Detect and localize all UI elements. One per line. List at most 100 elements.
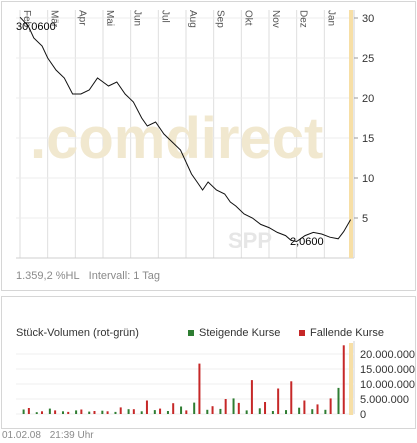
- volume-bar-up: [271, 411, 274, 414]
- volume-bar-up: [140, 411, 143, 414]
- volume-bar-down: [290, 381, 293, 414]
- volume-y-tick-label: 15.000.000: [360, 364, 415, 376]
- volume-bar-up: [193, 402, 196, 414]
- volume-bar-up: [61, 411, 64, 414]
- volume-y-tick-label: 0: [360, 409, 366, 421]
- low-annotation: 2,0600: [290, 236, 324, 248]
- month-label: Mai: [104, 10, 115, 26]
- volume-bar-down: [316, 404, 319, 414]
- volume-bar-up: [180, 406, 183, 414]
- volume-bar-up: [298, 407, 301, 414]
- legend-up: Steigende Kurse: [188, 327, 280, 339]
- current-range-highlight: [349, 10, 353, 258]
- month-label: Jan: [325, 10, 336, 26]
- volume-bar-down: [27, 408, 30, 414]
- month-label: Dez: [298, 10, 309, 28]
- volume-bar-down: [54, 410, 57, 414]
- chart-info: 1.359,2 %HL Intervall: 1 Tag: [16, 270, 166, 282]
- footer-date: 01.02.08: [2, 430, 41, 441]
- volume-bar-up: [48, 408, 51, 414]
- month-label: Nov: [270, 10, 281, 28]
- volume-bar-down: [80, 409, 83, 414]
- high-annotation: 30,0600: [16, 21, 56, 33]
- month-label: Jun: [132, 10, 143, 26]
- month-label: Aug: [187, 10, 198, 28]
- volume-bar-down: [119, 407, 122, 414]
- legend-down-label: Fallende Kurse: [310, 327, 384, 339]
- volume-bar-up: [324, 409, 327, 414]
- legend-up-swatch: [188, 330, 194, 336]
- volume-bar-up: [114, 411, 117, 414]
- price-grid: [16, 10, 355, 259]
- price-y-tick-label: 5: [362, 213, 368, 225]
- volume-bar-down: [303, 400, 306, 414]
- volume-y-tick-label: 10.000.000: [360, 379, 415, 391]
- volume-bar-down: [237, 402, 240, 414]
- price-y-axis-labels: 5 10 15 20 25 30: [354, 13, 374, 225]
- volume-bar-up: [311, 409, 314, 414]
- volume-bar-up: [22, 409, 25, 414]
- volume-bar-down: [342, 345, 345, 414]
- volume-bar-down: [67, 411, 70, 414]
- month-label: Jul: [159, 10, 170, 23]
- timestamp-footer: 01.02.08 21:39 Uhr: [2, 430, 100, 441]
- volume-bar-down: [40, 411, 43, 414]
- volume-bar-down: [172, 403, 175, 414]
- volume-range-highlight: [349, 343, 353, 415]
- volume-bar-up: [88, 411, 91, 414]
- price-y-tick-label: 20: [362, 93, 374, 105]
- volume-bar-down: [159, 408, 162, 414]
- volume-bars: [22, 345, 345, 414]
- volume-bar-down: [93, 411, 96, 414]
- price-y-tick-label: 10: [362, 173, 374, 185]
- volume-bar-up: [232, 398, 235, 414]
- volume-bar-down: [132, 409, 135, 414]
- volume-y-tick-label: 20.000.000: [360, 349, 415, 361]
- volume-bar-down: [106, 411, 109, 414]
- legend-down: Fallende Kurse: [299, 327, 384, 339]
- volume-bar-down: [198, 363, 201, 414]
- volume-bar-down: [185, 410, 188, 414]
- volume-bar-up: [219, 408, 222, 414]
- volume-grid: [16, 341, 355, 415]
- volume-bar-up: [285, 410, 288, 414]
- volume-bar-down: [277, 388, 280, 414]
- volume-bar-up: [245, 410, 248, 414]
- volume-title: Stück-Volumen (rot-grün): [16, 327, 139, 339]
- performance-text: 1.359,2 %HL: [16, 270, 80, 282]
- legend-down-swatch: [299, 330, 305, 336]
- volume-bar-down: [250, 380, 253, 414]
- volume-bar-down: [264, 402, 267, 414]
- volume-chart: 0 5.000.000 10.000.000 15.000.000 20.000.000: [16, 341, 415, 421]
- volume-bar-up: [153, 410, 156, 414]
- volume-bar-up: [127, 409, 130, 414]
- volume-bar-down: [224, 399, 227, 414]
- watermark-text: .comdirect: [30, 106, 323, 171]
- price-line: [19, 16, 352, 243]
- volume-bar-up: [35, 412, 38, 414]
- volume-bar-up: [75, 410, 78, 414]
- price-chart-panel: .comdirect SPP Feb Mär Apr Mai Jun Jul Aug Sep O…: [1, 1, 416, 291]
- volume-chart-panel: Stück-Volumen (rot-grün) Steigende Kurse…: [1, 296, 416, 429]
- volume-bar-down: [145, 400, 148, 414]
- interval-text: Intervall: 1 Tag: [88, 270, 161, 282]
- price-y-tick-label: 15: [362, 133, 374, 145]
- month-label: Apr: [76, 10, 87, 26]
- month-label: Mär: [49, 10, 60, 28]
- volume-bar-down: [211, 406, 214, 414]
- price-y-tick-label: 30: [362, 13, 374, 25]
- month-label: Feb: [21, 10, 32, 28]
- legend-up-label: Steigende Kurse: [199, 327, 281, 339]
- volume-bar-up: [337, 387, 340, 414]
- volume-bar-down: [329, 398, 332, 414]
- volume-bar-up: [101, 410, 104, 414]
- month-labels: Feb Mär Apr Mai Jun Jul Aug Sep Okt Nov Dez Jan: [21, 10, 336, 28]
- volume-bar-up: [166, 411, 169, 414]
- volume-bar-up: [206, 409, 209, 414]
- footer-time: 21:39 Uhr: [49, 430, 94, 441]
- price-y-tick-label: 25: [362, 53, 374, 65]
- month-label: Okt: [242, 10, 253, 26]
- month-label: Sep: [215, 10, 226, 28]
- volume-y-axis-labels: 0 5.000.000 10.000.000 15.000.000 20.000.000: [360, 349, 415, 421]
- volume-y-tick-label: 5.000.000: [360, 394, 409, 406]
